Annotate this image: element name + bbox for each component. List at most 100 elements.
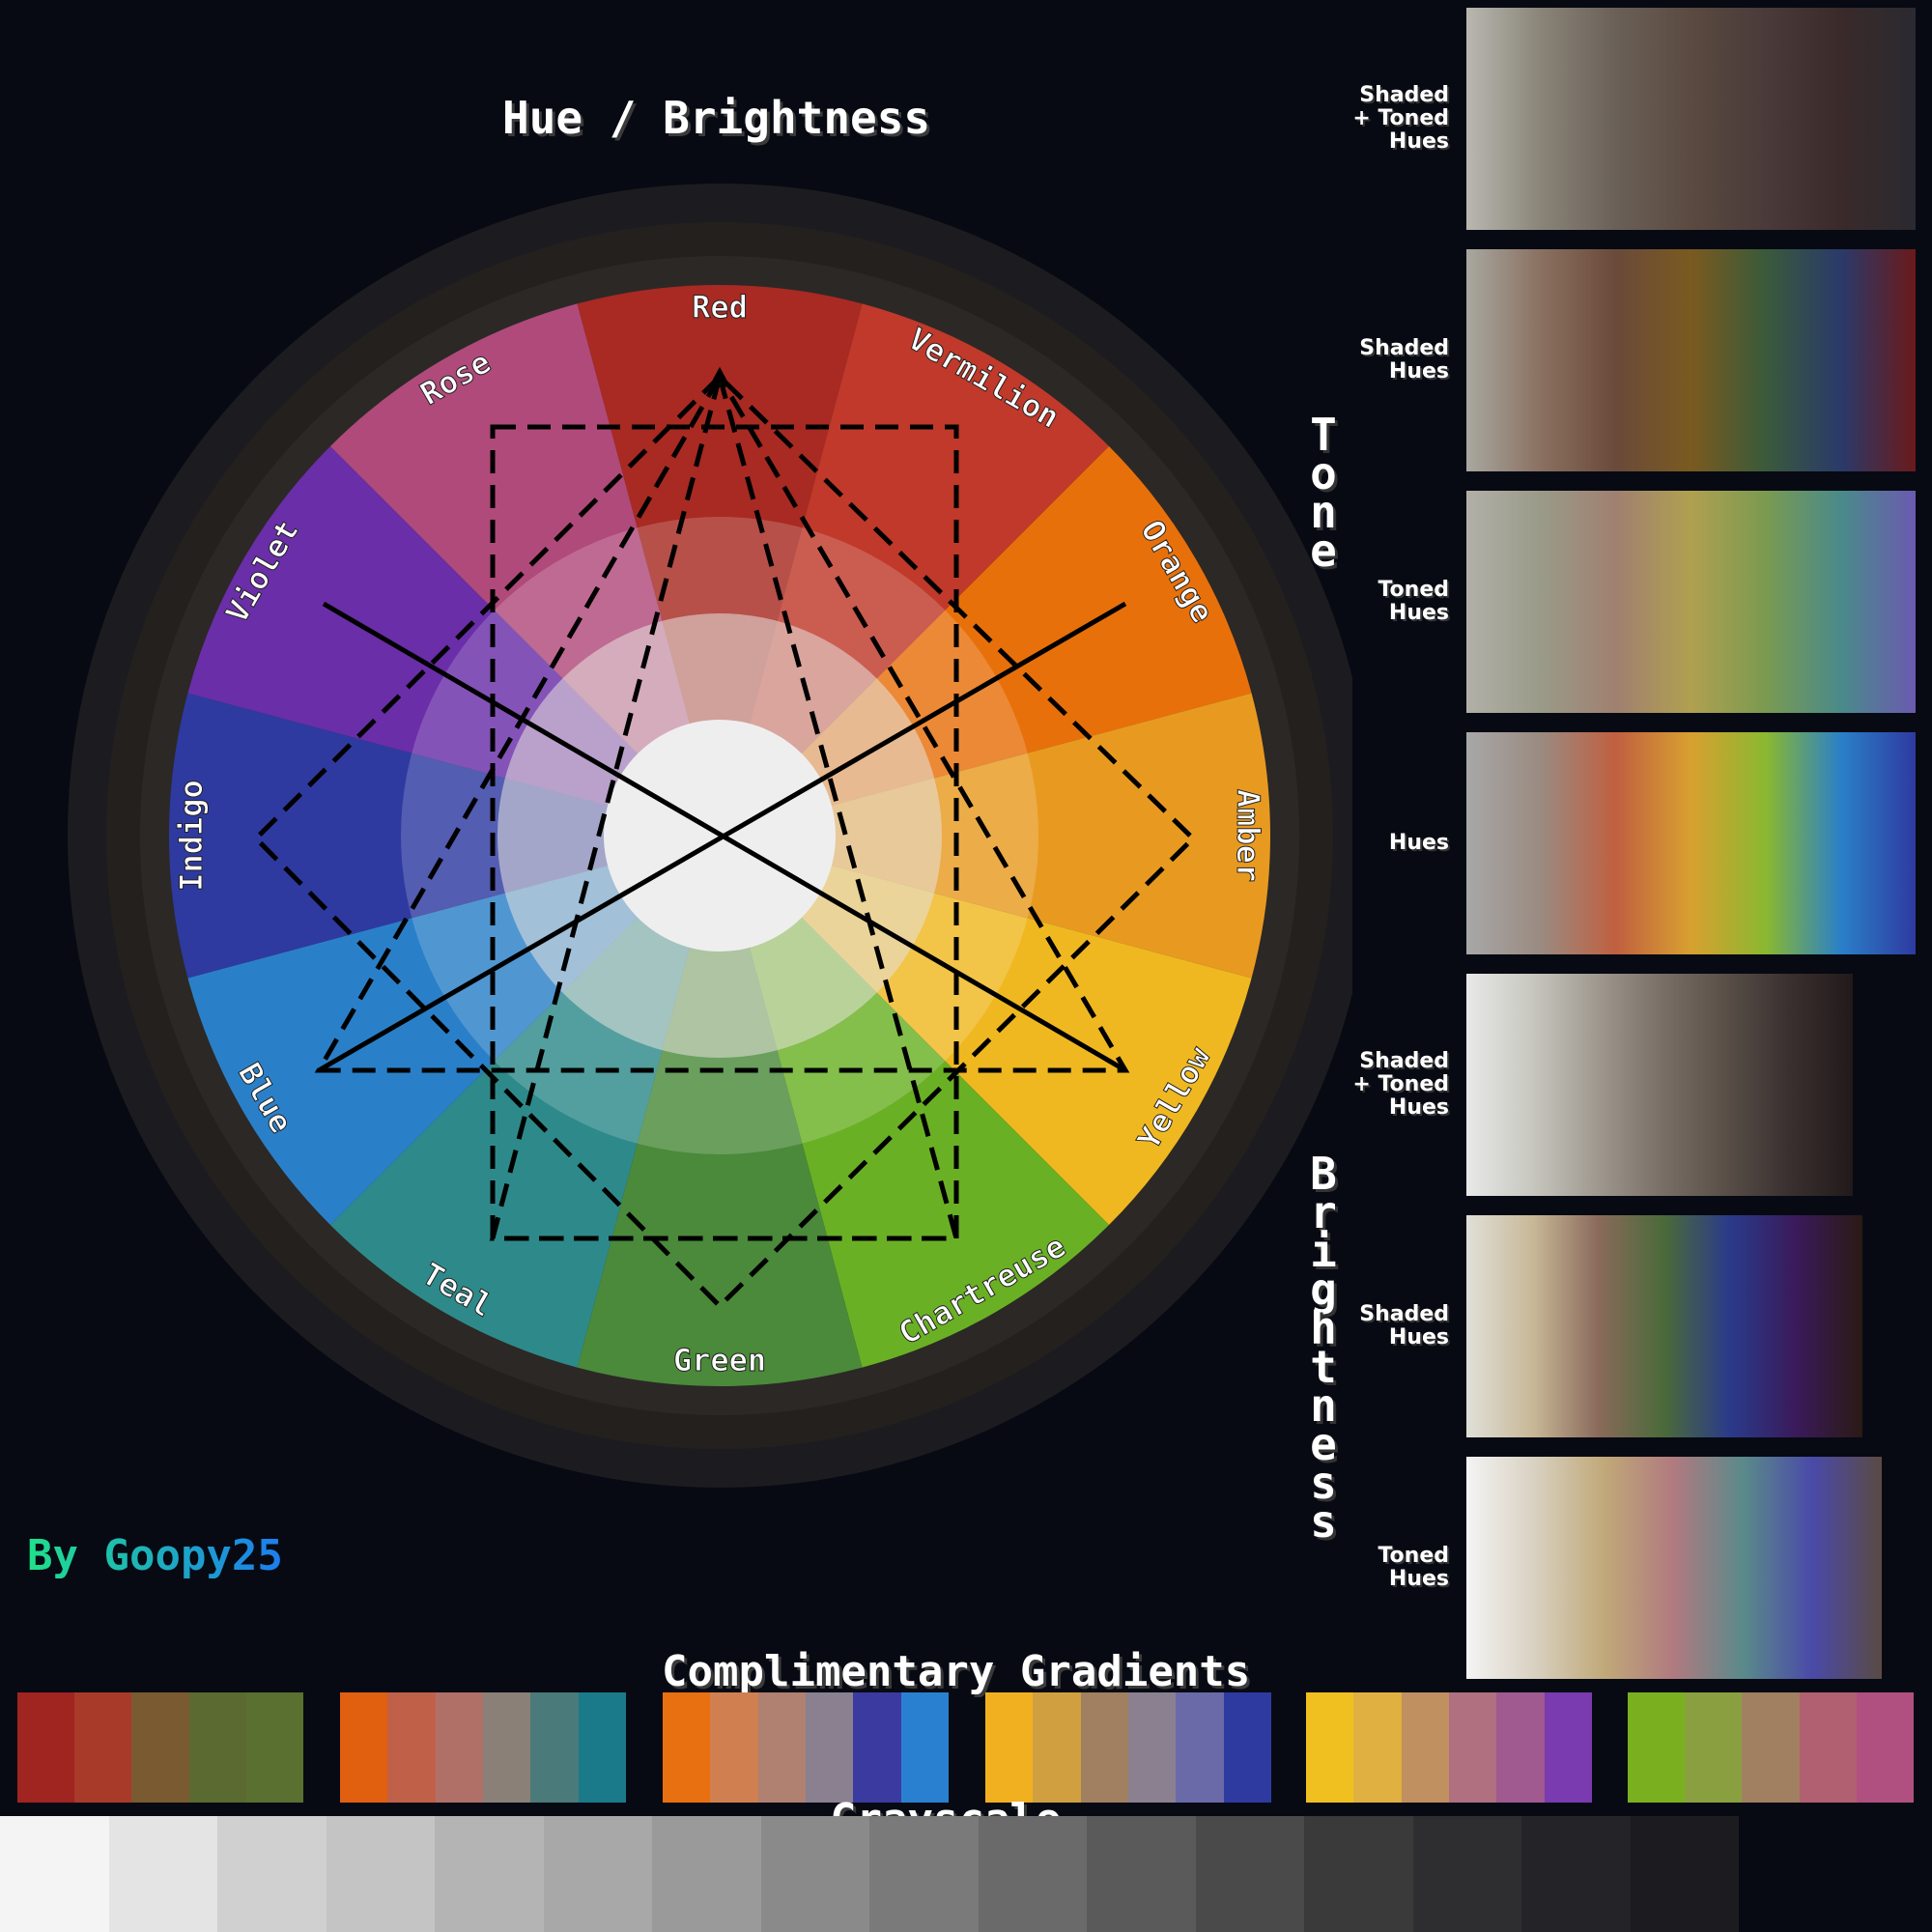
gradient-step bbox=[340, 1692, 388, 1803]
hue-label-red: Red bbox=[692, 289, 748, 326]
wheel-fill bbox=[68, 184, 1352, 1488]
axis-letter: n bbox=[1310, 486, 1337, 538]
side-panel-label-line: Hues bbox=[1388, 831, 1449, 855]
axis-letter: o bbox=[1310, 447, 1337, 499]
solid-line-blue-orange bbox=[317, 601, 1127, 1073]
grayscale-step bbox=[652, 1816, 761, 1932]
grayscale-step bbox=[543, 1816, 652, 1932]
hue-label-indigo: Indigo bbox=[173, 780, 210, 892]
author-signature: By Goopy25 bbox=[27, 1531, 283, 1580]
axis-letter: g bbox=[1310, 1264, 1337, 1316]
gradient-swatch bbox=[985, 1692, 1271, 1803]
gradient-step bbox=[1685, 1692, 1743, 1803]
side-panel bbox=[1466, 491, 1916, 713]
side-panel bbox=[1466, 732, 1916, 954]
gradient-step bbox=[985, 1692, 1034, 1803]
hue-label-amber: Amber bbox=[1230, 789, 1266, 882]
hue-label-green: Green bbox=[673, 1342, 766, 1378]
side-panel-label-line: Shaded bbox=[1359, 1302, 1449, 1326]
side-panel-label-line: Toned bbox=[1378, 578, 1449, 602]
grayscale-step bbox=[1087, 1816, 1196, 1932]
gradient-step bbox=[17, 1692, 75, 1803]
axis-letter: h bbox=[1310, 1302, 1337, 1354]
gradient-step bbox=[1033, 1692, 1081, 1803]
dashed-triangle-red bbox=[314, 372, 1130, 1073]
grayscale-step bbox=[435, 1816, 544, 1932]
gradient-step bbox=[1742, 1692, 1800, 1803]
side-panel-label-line: + Toned bbox=[1352, 106, 1449, 130]
grayscale-step bbox=[1195, 1816, 1304, 1932]
axis-letter: n bbox=[1310, 1379, 1337, 1432]
axis-letter: T bbox=[1310, 409, 1337, 461]
gradient-step bbox=[805, 1692, 854, 1803]
side-panel-label: Shaded Hues bbox=[1275, 337, 1449, 384]
hue-sector-red bbox=[577, 285, 863, 836]
grayscale-step bbox=[1412, 1816, 1521, 1932]
gradient-step bbox=[1176, 1692, 1224, 1803]
gradient-swatch bbox=[340, 1692, 626, 1803]
gradient-step bbox=[188, 1692, 246, 1803]
side-panel-label-line: Hues bbox=[1388, 1567, 1449, 1591]
dashed-kite bbox=[252, 373, 1197, 1310]
gradient-step bbox=[1544, 1692, 1592, 1803]
side-panel-label: Toned Hues bbox=[1275, 1545, 1449, 1591]
gradient-step bbox=[1856, 1692, 1915, 1803]
grayscale-step bbox=[108, 1816, 217, 1932]
gradient-step bbox=[663, 1692, 711, 1803]
gradient-step bbox=[482, 1692, 531, 1803]
gradient-step bbox=[1127, 1692, 1177, 1803]
side-panel-label-line: Hues bbox=[1388, 129, 1449, 154]
gradient-step bbox=[1223, 1692, 1271, 1803]
side-panel-label: Hues bbox=[1275, 832, 1449, 855]
grayscale-step bbox=[760, 1816, 869, 1932]
side-panel-label-line: Shaded bbox=[1359, 83, 1449, 107]
gradient-step bbox=[757, 1692, 806, 1803]
side-panel bbox=[1466, 249, 1916, 471]
gradient-step bbox=[387, 1692, 436, 1803]
side-panel-label-line: Hues bbox=[1388, 1325, 1449, 1350]
gradient-step bbox=[578, 1692, 626, 1803]
gradient-swatch bbox=[17, 1692, 304, 1803]
side-panel bbox=[1466, 1215, 1862, 1437]
gradient-step bbox=[1628, 1692, 1686, 1803]
grayscale-step bbox=[869, 1816, 979, 1932]
gradient-step bbox=[245, 1692, 304, 1803]
side-panel-label-line: Shaded bbox=[1359, 336, 1449, 360]
harmony-lines bbox=[252, 366, 1197, 1310]
gradients-title: Complimentary Gradients bbox=[662, 1647, 1251, 1696]
axis-letter: s bbox=[1310, 1457, 1337, 1509]
gradient-swatch bbox=[1306, 1692, 1592, 1803]
gradient-step bbox=[710, 1692, 758, 1803]
grayscale-step bbox=[1630, 1816, 1739, 1932]
grayscale-step bbox=[217, 1816, 327, 1932]
side-panel-label-line: Hues bbox=[1388, 601, 1449, 625]
side-panel-label-line: Hues bbox=[1388, 359, 1449, 384]
gradient-step bbox=[1353, 1692, 1402, 1803]
side-panel-label-line: Toned bbox=[1378, 1544, 1449, 1568]
gradient-step bbox=[1080, 1692, 1128, 1803]
axis-letter: s bbox=[1310, 1495, 1337, 1548]
side-panel-label: Shaded + Toned Hues bbox=[1275, 84, 1449, 154]
gradient-swatch bbox=[1628, 1692, 1915, 1803]
hue-sector-green bbox=[577, 836, 863, 1386]
side-panel-label-line: Shaded bbox=[1359, 1049, 1449, 1073]
grayscale-step bbox=[0, 1816, 109, 1932]
side-panel-label-line: + Toned bbox=[1352, 1072, 1449, 1096]
grayscale-strip bbox=[0, 1816, 1739, 1932]
dashed-narrow-triangle bbox=[489, 367, 960, 1241]
grayscale-step bbox=[326, 1816, 435, 1932]
grayscale-step bbox=[1521, 1816, 1631, 1932]
axis-letter: i bbox=[1310, 1225, 1337, 1277]
side-panel bbox=[1466, 8, 1916, 230]
side-panel bbox=[1466, 1457, 1882, 1679]
side-panel-label: Shaded Hues bbox=[1275, 1303, 1449, 1350]
hue-sector-amber bbox=[720, 693, 1270, 979]
gradient-step bbox=[435, 1692, 483, 1803]
gradient-step bbox=[74, 1692, 132, 1803]
gradient-step bbox=[1448, 1692, 1497, 1803]
side-panel-label: Toned Hues bbox=[1275, 579, 1449, 625]
axis-letter: t bbox=[1310, 1341, 1337, 1393]
side-panel-label-line: Hues bbox=[1388, 1095, 1449, 1120]
